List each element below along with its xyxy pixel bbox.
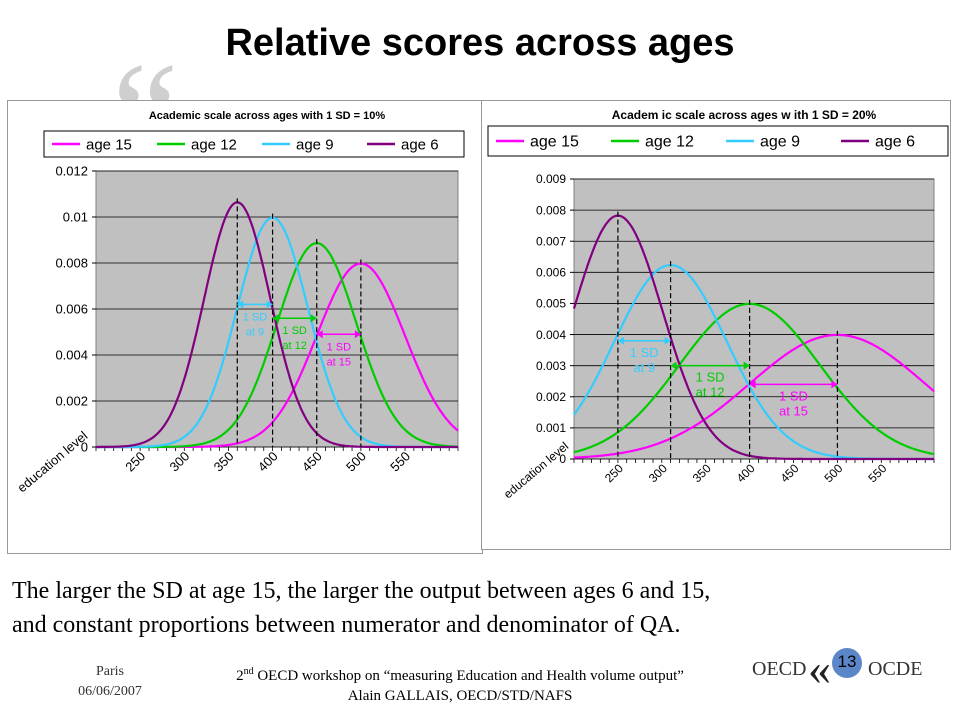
x-tick-label: 550: [387, 449, 413, 475]
page-number: 13: [837, 652, 857, 671]
sd-arrow-0-head-left: [617, 336, 624, 345]
chart-sd-10pct: Academic scale across ages with 1 SD = 1…: [14, 110, 465, 495]
legend-label-age-15: age 15: [530, 134, 579, 151]
sd-label-line2: at 9: [246, 326, 264, 338]
y-tick-label: 0.001: [536, 421, 566, 435]
series-line-age-15: [573, 333, 935, 459]
page-number-badge: [832, 648, 862, 678]
sd-arrow-1-head-right: [310, 314, 317, 323]
sd-label-line2: at 15: [779, 403, 808, 418]
sd-arrow-2-head-right: [354, 330, 361, 339]
chart-panel-20pct: Academ ic scale across ages w ith 1 SD =…: [481, 100, 951, 550]
legend-label-age-15: age 15: [86, 136, 132, 153]
footer-place-date: Paris 06/06/2007: [60, 662, 160, 702]
series-line-age-6: [96, 201, 458, 449]
y-tick-label: 0.005: [536, 297, 566, 311]
footer-workshop-text: OECD workshop on “measuring Education an…: [253, 668, 684, 684]
legend-label-age-9: age 9: [760, 134, 800, 151]
slide-title: Relative scores across ages: [225, 22, 735, 64]
x-tick-label: 350: [690, 461, 714, 485]
x-tick-label: 350: [211, 449, 237, 475]
oecd-logo-text: OECD: [752, 658, 807, 680]
x-tick-label: 500: [343, 449, 369, 475]
sd-arrow-1-head-left: [670, 361, 677, 370]
y-tick-label: 0.012: [55, 164, 88, 179]
caption-line-1: The larger the SD at age 15, the larger …: [12, 578, 711, 604]
sd-label-line1: 1 SD: [243, 311, 268, 323]
chart-title: Academ ic scale across ages w ith 1 SD =…: [612, 108, 877, 122]
series-line-age-6: [572, 214, 934, 461]
sd-label-line2: at 12: [282, 340, 306, 352]
footer-date: 06/06/2007: [78, 684, 142, 699]
x-tick-label: 400: [734, 461, 758, 485]
x-tick-label: 450: [778, 461, 802, 485]
footer-workshop-sup: nd: [243, 666, 254, 677]
y-tick-label: 0.007: [536, 234, 566, 248]
sd-label-line2: at 9: [633, 360, 655, 375]
sd-label-line2: at 15: [327, 356, 351, 368]
y-tick-label: 0.006: [55, 302, 88, 317]
slide-caption: The larger the SD at age 15, the larger …: [12, 574, 957, 642]
ocde-logo-text: OCDE: [868, 658, 923, 680]
x-axis-label: education level: [501, 439, 571, 501]
x-tick-label: 250: [122, 449, 148, 475]
sd-arrow-2-head-left: [749, 380, 756, 389]
chart-panel-10pct: Academic scale across ages with 1 SD = 1…: [7, 100, 483, 554]
legend-box: [487, 125, 949, 157]
x-tick-label: 500: [821, 461, 845, 485]
footer-workshop: 2nd OECD workshop on “measuring Educatio…: [160, 662, 760, 706]
sd-label-line2: at 12: [696, 385, 725, 400]
y-tick-label: 0.004: [55, 348, 88, 363]
sd-label-line1: 1 SD: [630, 345, 659, 360]
footer-workshop-num: 2: [236, 668, 244, 684]
sd-arrow-2-head-left: [316, 330, 323, 339]
caption-line-2: and constant proportions between numerat…: [12, 612, 681, 638]
oecd-logo-mark-icon: «: [808, 643, 831, 694]
legend-label-age-6: age 6: [875, 134, 915, 151]
sd-arrow-2-head-right: [831, 380, 838, 389]
y-tick-label: 0: [559, 452, 566, 466]
y-tick-label: 0.004: [536, 328, 566, 342]
sd-arrow-1-head-left: [272, 314, 279, 323]
x-tick-label: 550: [865, 461, 889, 485]
legend-label-age-12: age 12: [191, 136, 237, 153]
sd-label-line1: 1 SD: [282, 325, 307, 337]
sd-label-line1: 1 SD: [696, 370, 725, 385]
y-tick-label: 0.002: [536, 390, 566, 404]
sd-arrow-0-head-right: [664, 336, 671, 345]
x-tick-label: 450: [299, 449, 325, 475]
y-tick-label: 0.008: [536, 203, 566, 217]
sd-arrow-1-head-right: [743, 361, 750, 370]
sd-label-line1: 1 SD: [327, 341, 352, 353]
legend-label-age-9: age 9: [296, 136, 334, 153]
y-tick-label: 0.009: [536, 172, 566, 186]
footer-place: Paris: [96, 664, 124, 679]
legend-label-age-12: age 12: [645, 134, 694, 151]
plot-area: [573, 178, 935, 460]
y-tick-label: 0.008: [55, 256, 88, 271]
y-tick-label: 0: [81, 440, 88, 455]
x-tick-label: 300: [166, 449, 192, 475]
y-tick-label: 0.003: [536, 359, 566, 373]
y-tick-label: 0.01: [63, 210, 88, 225]
x-tick-label: 400: [255, 449, 281, 475]
chart-sd-20pct: Academ ic scale across ages w ith 1 SD =…: [487, 108, 949, 501]
series-line-age-12: [573, 302, 935, 456]
sd-arrow-0-head-left: [237, 300, 244, 309]
x-tick-label: 250: [602, 461, 626, 485]
sd-arrow-0-head-right: [266, 300, 273, 309]
legend-label-age-6: age 6: [401, 136, 439, 153]
footer-author: Alain GALLAIS, OECD/STD/NAFS: [347, 688, 573, 704]
y-tick-label: 0.002: [55, 394, 88, 409]
y-tick-label: 0.006: [536, 266, 566, 280]
chart-title: Academic scale across ages with 1 SD = 1…: [149, 110, 386, 122]
x-tick-label: 300: [646, 461, 670, 485]
x-axis-label: education level: [14, 428, 90, 495]
sd-label-line1: 1 SD: [779, 388, 808, 403]
